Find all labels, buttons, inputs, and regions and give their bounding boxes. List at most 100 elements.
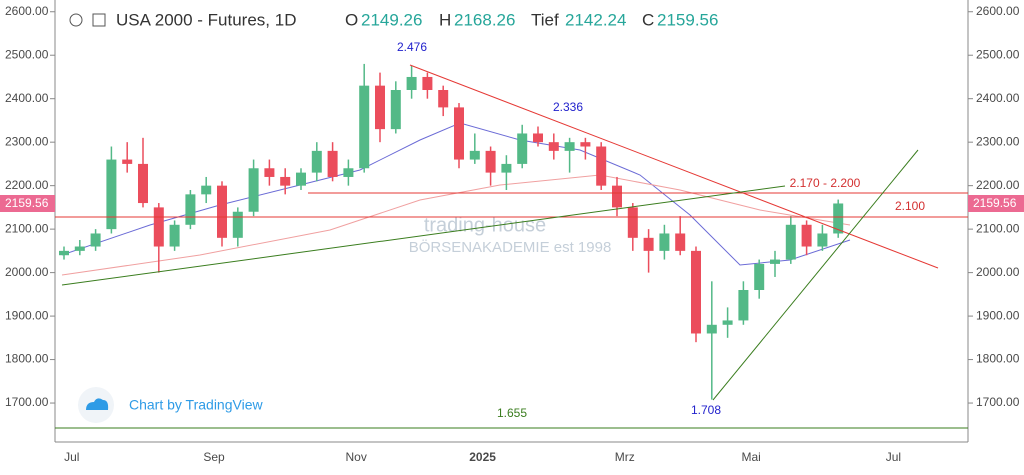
trend-line: [409, 64, 939, 269]
candle-body: [612, 185, 622, 208]
x-tick-label: Jul: [886, 450, 901, 464]
x-tick-label: Nov: [346, 450, 367, 464]
candle-body: [738, 290, 749, 321]
y-tick-label: 2200.00: [976, 178, 1020, 192]
candle-body: [643, 237, 654, 251]
candle-body: [770, 259, 780, 264]
candle-body: [801, 224, 812, 247]
y-tick-label: 2400.00: [976, 91, 1020, 105]
icon: [69, 13, 83, 27]
candle-body: [469, 150, 480, 160]
y-tick-label: 2100.00: [5, 221, 49, 235]
y-tick-label: 2000.00: [5, 265, 49, 279]
logo: [86, 398, 109, 410]
annotation: 2.170 - 2.200: [790, 176, 861, 190]
annotation: 2.476: [397, 40, 427, 54]
y-tick-label: 2000.00: [976, 265, 1020, 279]
candle-body: [248, 168, 259, 212]
moving-average: [61, 122, 851, 266]
candle-body: [454, 107, 464, 160]
y-tick-label: 2100.00: [976, 221, 1020, 235]
trend-line: [712, 149, 919, 401]
header: USA 2000 - Futures, 1D O 2149.26 H 2168.…: [69, 10, 718, 29]
y-tick-label: 2500.00: [5, 47, 49, 61]
last-price: 2159.56: [5, 196, 49, 210]
candle-body: [580, 142, 591, 147]
annotation: 2.100: [895, 199, 925, 213]
candle-body: [138, 163, 148, 204]
candle-body: [533, 133, 543, 143]
candle-body: [438, 90, 449, 108]
x-tick-label: Mai: [742, 450, 761, 464]
price-tag: [0, 195, 55, 212]
candle-body: [422, 76, 433, 90]
x-tick-label: Jul: [64, 450, 79, 464]
y-tick-label: 1800.00: [976, 352, 1020, 366]
branding: Chart by TradingView: [78, 387, 263, 423]
ohlc-value: 2168.26: [454, 10, 515, 29]
candle-body: [106, 159, 117, 230]
y-tick-label: 1900.00: [976, 308, 1020, 322]
candle-body: [90, 233, 101, 247]
y-tick-label: 2300.00: [5, 134, 49, 148]
y-tick-label: 1700.00: [976, 395, 1020, 409]
candle-body: [722, 320, 733, 325]
y-tick-label: 2600.00: [5, 4, 49, 18]
symbol-title: USA 2000 - Futures, 1D: [116, 10, 296, 29]
candle-body: [280, 176, 291, 186]
candle-body: [327, 150, 338, 177]
candle-body: [501, 163, 512, 173]
price-tag: [968, 195, 1024, 212]
ohlc-label: Tief: [531, 10, 559, 29]
candle-body: [817, 233, 828, 247]
annotation: 2.336: [553, 100, 583, 114]
annotation: 1.655: [497, 406, 527, 420]
candle-body: [232, 211, 243, 238]
candle-body: [485, 150, 496, 173]
candle-body: [264, 168, 275, 177]
candle-body: [596, 146, 607, 186]
candle-body: [74, 246, 85, 251]
icon: [92, 13, 106, 27]
trend-line: [61, 185, 786, 286]
candles: [59, 63, 844, 400]
candle-body: [185, 194, 196, 225]
ohlc-label: H: [439, 10, 451, 29]
y-tick-label: 2400.00: [5, 91, 49, 105]
candle-body: [675, 233, 686, 251]
candle-body: [311, 150, 322, 173]
ohlc-value: 2149.26: [361, 10, 422, 29]
y-tick-label: 1900.00: [5, 308, 49, 322]
candle-body: [217, 185, 227, 238]
x-tick-label: 2025: [469, 450, 496, 464]
candle-body: [706, 324, 717, 334]
ohlc-label: C: [642, 10, 654, 29]
candle-body: [564, 142, 575, 151]
ohlc-label: O: [345, 10, 358, 29]
candle-body: [754, 263, 765, 290]
candle-body: [691, 250, 701, 334]
candle-body: [201, 185, 212, 195]
candle-body: [375, 85, 385, 130]
y-tick-label: 1700.00: [5, 395, 49, 409]
candle-body: [122, 159, 133, 164]
watermark-subtext: BÖRSENAKADEMIE est 1998: [409, 238, 612, 256]
candle-body: [59, 250, 69, 256]
candle-body: [517, 133, 528, 164]
candle-body: [548, 142, 559, 151]
y-tick-label: 2600.00: [976, 4, 1020, 18]
annotation: 1.708: [691, 403, 721, 417]
candle-body: [390, 90, 401, 130]
candle-body: [296, 172, 306, 186]
candle-body: [343, 168, 354, 177]
moving-average: [61, 174, 851, 276]
candle-body: [833, 203, 844, 234]
x-tick-label: Mrz: [615, 450, 635, 464]
candle-body: [785, 224, 796, 260]
candle-body: [153, 207, 164, 247]
y-tick-label: 2200.00: [5, 178, 49, 192]
last-price: 2159.56: [973, 196, 1017, 210]
candle-body: [169, 224, 180, 247]
credit: Chart by TradingView: [129, 397, 263, 413]
